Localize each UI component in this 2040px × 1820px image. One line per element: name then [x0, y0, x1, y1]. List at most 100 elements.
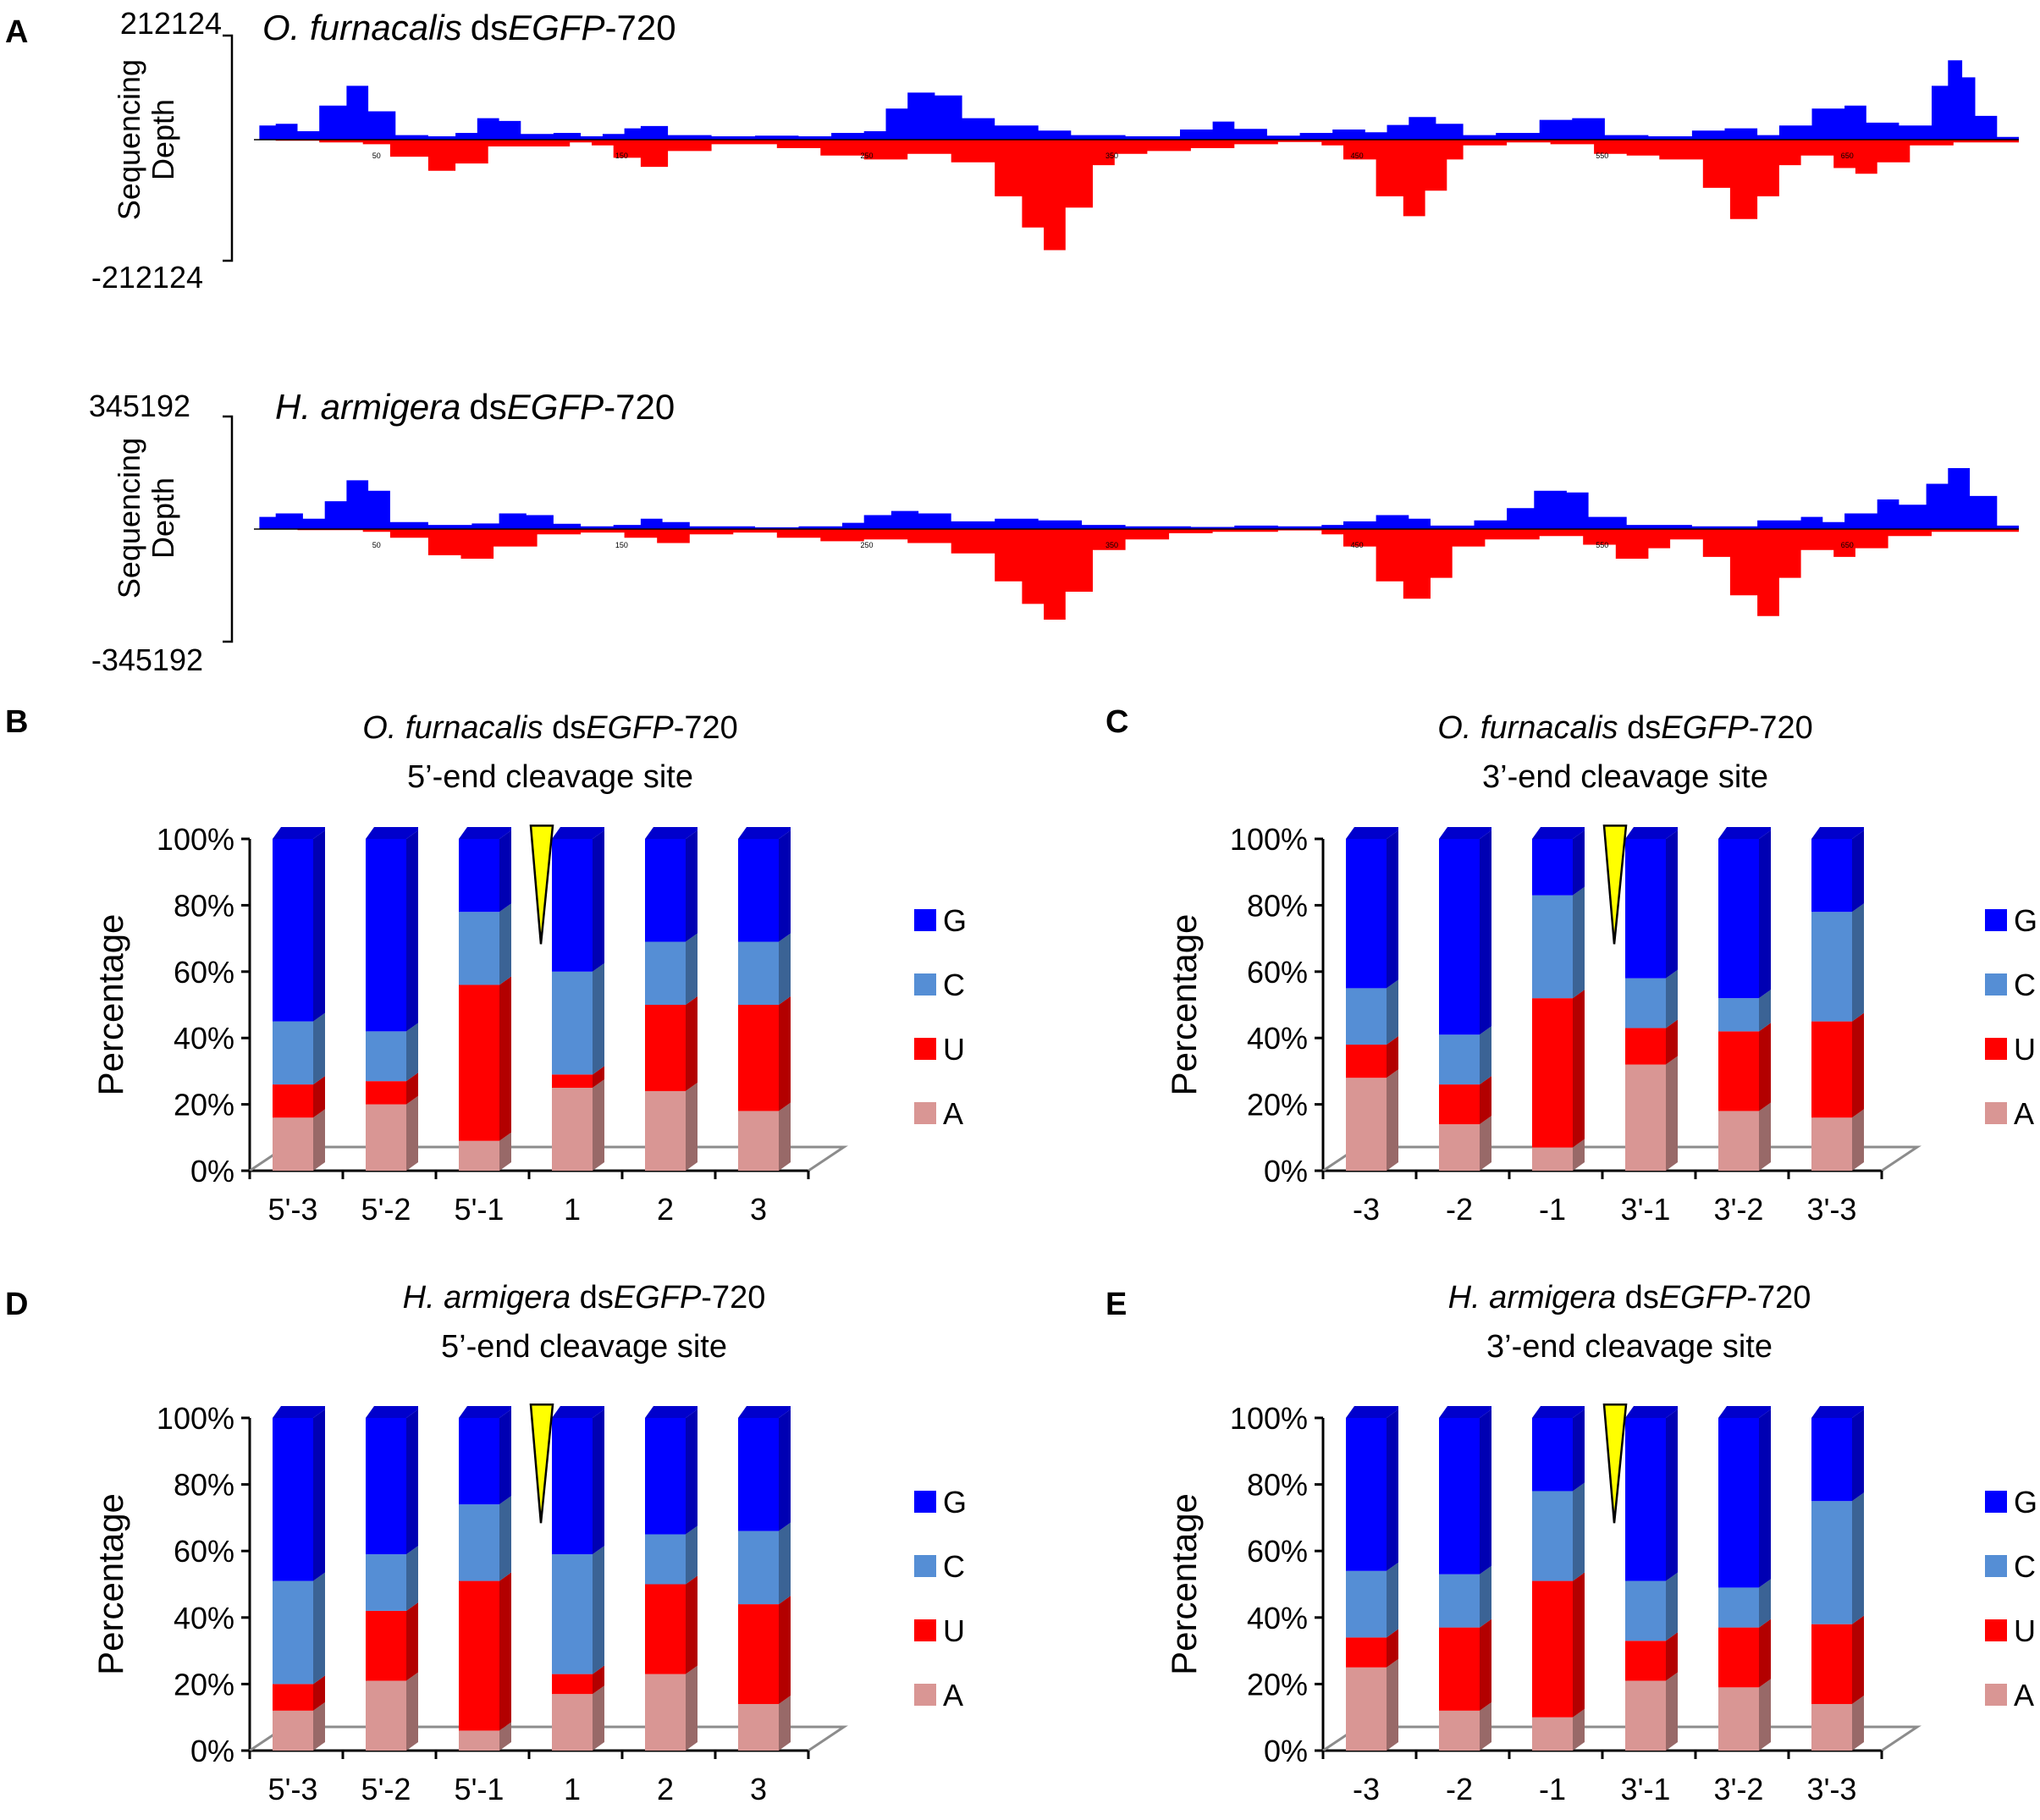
- depth-track-tick-label: 450: [1351, 541, 1364, 549]
- chart-b-bar-G-4: [645, 839, 686, 942]
- depth-track-1: 212124 -212124 Sequencing Depth O. furna…: [91, 6, 2019, 295]
- chart-c-y-tick-label: 80%: [1247, 888, 1308, 923]
- chart-c-bar-side-C-1: [1480, 1026, 1491, 1085]
- chart-b-bar-C-0: [273, 1021, 313, 1085]
- chart-b-x-tick-label: 5'-1: [455, 1192, 504, 1227]
- chart-c-y-tick-label: 0%: [1264, 1154, 1308, 1189]
- chart-e-x-tick-label: 3'-1: [1621, 1772, 1671, 1806]
- chart-b-bar-A-1: [366, 1104, 406, 1171]
- chart-e-bar-side-C-4: [1759, 1579, 1771, 1628]
- chart-b-bar-U-1: [366, 1081, 406, 1105]
- chart-b-title-suffix: -720: [674, 710, 738, 746]
- chart-d-bar-side-C-2: [499, 1496, 511, 1581]
- chart-b-bar-side-U-2: [499, 976, 511, 1141]
- chart-b-bar-C-1: [366, 1031, 406, 1082]
- depth-track-2-title-prefix: ds: [469, 387, 506, 427]
- chart-d-bar-side-G-3: [593, 1409, 604, 1555]
- chart-c-y-tick-label: 60%: [1247, 955, 1308, 990]
- chart-c-title-species: O. furnacalis: [1437, 710, 1618, 746]
- chart-e-bar-G-0: [1346, 1418, 1387, 1571]
- chart-d-x-tick-label: 2: [657, 1772, 674, 1806]
- chart-d-title-suffix: -720: [701, 1280, 765, 1315]
- chart-e-bar-side-U-5: [1852, 1615, 1864, 1704]
- chart-d-bar-A-0: [273, 1710, 313, 1751]
- depth-track-2-ticks: 50 150 250 350 450 550 650: [372, 541, 1854, 549]
- chart-e-title-gene: EGFP: [1659, 1280, 1747, 1315]
- chart-b-bar-side-A-1: [406, 1095, 418, 1171]
- depth-track-1-title-suffix: -720: [604, 8, 675, 47]
- panel-letter-b: B: [5, 704, 28, 740]
- chart-e-y-tick-label: 100%: [1230, 1401, 1308, 1436]
- chart-b-x-tick-label: 2: [657, 1192, 674, 1227]
- chart-b-bar-C-2: [459, 912, 499, 985]
- chart-c-bar-G-4: [1718, 839, 1759, 999]
- chart-c-y-tick-label: 20%: [1247, 1088, 1308, 1122]
- chart-c-bar-cap-4: [1718, 827, 1771, 839]
- chart-c-bar-side-U-0: [1387, 1036, 1398, 1078]
- chart-d-bar-side-U-5: [779, 1596, 791, 1704]
- chart-b-y-tick-label: 100%: [157, 822, 234, 857]
- chart-c-x-tick-label: 3'-3: [1807, 1192, 1857, 1227]
- chart-c-legend-swatch-U: [1985, 1038, 2007, 1060]
- chart-d-x-tick-label: 1: [564, 1772, 581, 1806]
- chart-c-legend-swatch-A: [1985, 1102, 2007, 1124]
- chart-c-bar-C-0: [1346, 988, 1387, 1045]
- chart-b-bar-cap-1: [366, 827, 418, 839]
- chart-e-cleavage-marker: [1602, 1404, 1628, 1524]
- chart-c-bar-G-1: [1439, 839, 1480, 1035]
- chart-c-bar-G-0: [1346, 839, 1387, 989]
- chart-e-bar-side-U-3: [1666, 1632, 1678, 1681]
- panel-letter-e: E: [1105, 1287, 1127, 1322]
- chart-b-bar-cap-5: [738, 827, 791, 839]
- chart-c-bar-C-2: [1532, 895, 1573, 999]
- chart-b-bar-U-5: [738, 1005, 779, 1111]
- chart-b-bar-G-1: [366, 839, 406, 1032]
- depth-track-2-negative-area: [254, 529, 2019, 620]
- chart-d-bar-A-5: [738, 1703, 779, 1751]
- chart-e-bar-U-0: [1346, 1637, 1387, 1668]
- depth-track-tick-label: 250: [860, 152, 873, 160]
- chart-c-bar-side-A-1: [1480, 1116, 1491, 1171]
- chart-d-legend-label-C: C: [943, 1549, 965, 1584]
- chart-d-bar-U-4: [645, 1584, 686, 1674]
- chart-d-bar-side-U-4: [686, 1575, 697, 1674]
- chart-c-bar-G-3: [1625, 839, 1666, 979]
- chart-e-bar-side-U-4: [1759, 1619, 1771, 1688]
- chart-b-bar-G-5: [738, 839, 779, 942]
- chart-c-bar-side-C-0: [1387, 979, 1398, 1045]
- chart-e-bar-A-3: [1625, 1680, 1666, 1751]
- chart-d-bar-G-5: [738, 1418, 779, 1531]
- chart-e-bar-C-5: [1811, 1501, 1852, 1624]
- chart-c-title-prefix: ds: [1618, 710, 1662, 746]
- chart-panel-b: O. furnacalis dsEGFP-720 5’-end cleavage …: [91, 710, 967, 1227]
- chart-d-x-tick-label: 5'-1: [455, 1772, 504, 1806]
- chart-b-bar-A-0: [273, 1117, 313, 1171]
- chart-d-bar-side-C-0: [313, 1572, 325, 1685]
- chart-c-x-tick-label: -3: [1353, 1192, 1380, 1227]
- chart-e-bar-side-A-3: [1666, 1672, 1678, 1751]
- chart-b-bar-side-C-1: [406, 1023, 418, 1082]
- chart-e-bar-side-G-1: [1480, 1409, 1491, 1575]
- chart-e-bar-C-3: [1625, 1580, 1666, 1641]
- chart-c-bar-A-0: [1346, 1078, 1387, 1171]
- chart-c-bar-A-1: [1439, 1124, 1480, 1171]
- chart-d-cleavage-marker: [529, 1404, 554, 1524]
- chart-d-bar-G-2: [459, 1418, 499, 1505]
- chart-b-bar-side-A-5: [779, 1102, 791, 1171]
- chart-e-x-tick-label: 3'-2: [1714, 1772, 1764, 1806]
- chart-e-bar-cap-2: [1532, 1406, 1585, 1418]
- chart-d-bar-cap-1: [366, 1406, 418, 1418]
- depth-track-1-ylabel-line1: Sequencing: [112, 59, 146, 220]
- depth-track-2: 345192 -345192 Sequencing Depth H. armig…: [89, 387, 2019, 677]
- chart-b-bar-U-2: [459, 984, 499, 1141]
- chart-e-legend-label-A: A: [2014, 1678, 2034, 1712]
- chart-d-title-prefix: ds: [571, 1280, 614, 1315]
- chart-d-bar-cap-2: [459, 1406, 511, 1418]
- chart-e-bar-side-G-3: [1666, 1409, 1678, 1581]
- chart-b-bar-A-3: [552, 1088, 593, 1171]
- chart-d-bar-C-4: [645, 1534, 686, 1585]
- chart-e-y-tick-label: 0%: [1264, 1734, 1308, 1768]
- chart-c-bar-cap-5: [1811, 827, 1864, 839]
- chart-d-ylabel: Percentage: [91, 1493, 130, 1675]
- depth-track-2-title-gene: EGFP: [507, 387, 604, 427]
